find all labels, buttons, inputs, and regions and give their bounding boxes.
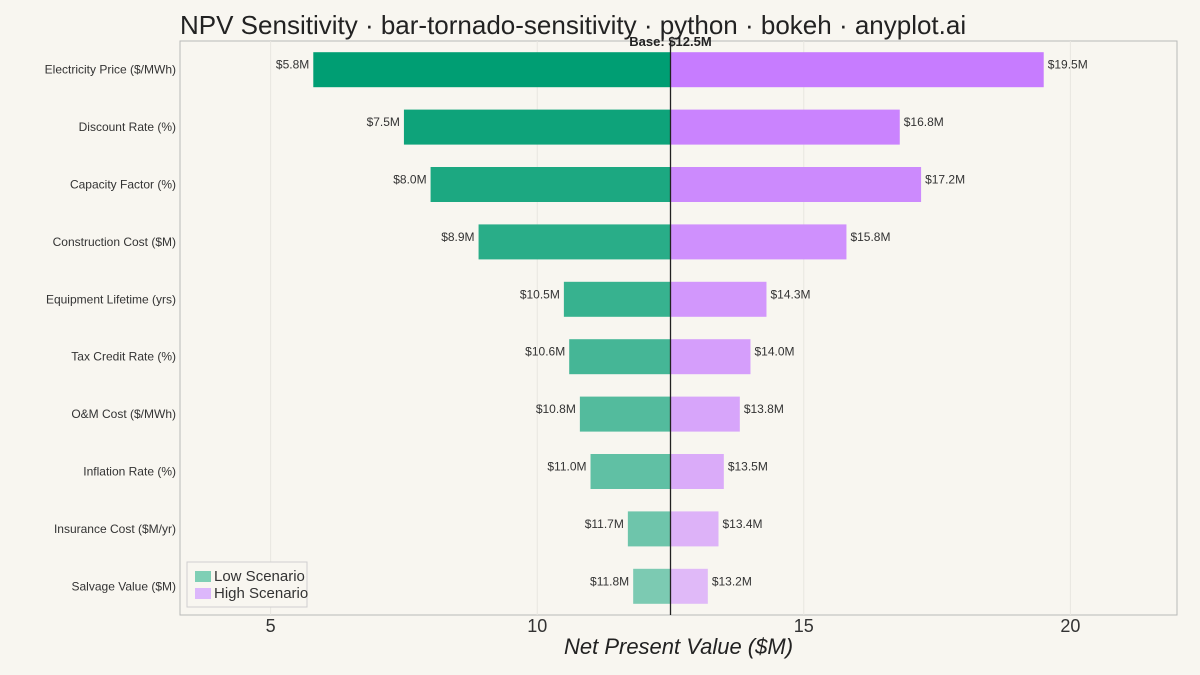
legend-swatch-high [195, 588, 211, 599]
chart-title: NPV Sensitivity · bar-tornado-sensitivit… [180, 10, 967, 40]
high-bar [670, 568, 708, 604]
high-value-label: $15.8M [850, 230, 890, 244]
low-bar [627, 511, 671, 547]
bars [313, 41, 1044, 615]
low-value-label: $8.0M [393, 173, 426, 187]
low-value-label: $11.8M [590, 574, 629, 588]
low-bar [430, 167, 671, 202]
category-label: Salvage Value ($M) [72, 579, 177, 593]
legend: Low Scenario High Scenario [186, 561, 308, 608]
x-axis: 5 10 15 20 Net Present Value ($M) [266, 616, 1081, 659]
legend-label-high: High Scenario [214, 585, 308, 602]
high-value-label: $13.4M [722, 517, 762, 531]
category-label: Inflation Rate (%) [83, 465, 176, 479]
low-value-label: $7.5M [367, 115, 400, 129]
category-label: Capacity Factor (%) [70, 178, 176, 192]
low-bar [579, 396, 671, 432]
low-value-label: $8.9M [441, 230, 474, 244]
low-value-label: $10.5M [520, 287, 560, 301]
low-value-label: $10.8M [536, 402, 576, 416]
high-value-label: $13.2M [712, 574, 752, 588]
low-value-label: $11.0M [547, 460, 586, 474]
category-label: O&M Cost ($/MWh) [71, 407, 176, 421]
high-bar [670, 281, 767, 317]
x-tick-label: 20 [1060, 616, 1080, 636]
high-value-label: $17.2M [925, 173, 965, 187]
legend-label-low: Low Scenario [214, 568, 305, 585]
high-value-label: $14.3M [770, 287, 810, 301]
low-value-label: $10.6M [525, 345, 565, 359]
high-bar [670, 167, 922, 202]
low-bar [633, 568, 671, 604]
legend-swatch-low [195, 571, 211, 582]
low-bar [590, 454, 671, 489]
high-bar [670, 224, 847, 260]
x-tick-label: 15 [794, 616, 814, 636]
category-label: Tax Credit Rate (%) [71, 350, 176, 364]
x-axis-title: Net Present Value ($M) [564, 634, 793, 659]
high-bar [670, 339, 751, 375]
low-value-label: $5.8M [276, 58, 309, 72]
category-label: Discount Rate (%) [79, 120, 176, 134]
high-bar [670, 511, 719, 547]
x-tick-label: 10 [527, 616, 547, 636]
low-bar [313, 52, 671, 88]
high-value-label: $14.0M [754, 345, 794, 359]
high-value-label: $19.5M [1048, 58, 1088, 72]
high-bar [670, 109, 900, 145]
high-value-label: $16.8M [904, 115, 944, 129]
base-label: Base: $12.5M [629, 34, 711, 49]
x-tick-label: 5 [266, 616, 276, 636]
low-bar [563, 281, 671, 317]
low-bar [569, 339, 671, 375]
low-value-label: $11.7M [585, 517, 624, 531]
category-label: Electricity Price ($/MWh) [45, 63, 176, 77]
low-bar [478, 224, 671, 260]
high-bar [670, 396, 740, 432]
plot-frame [179, 40, 1178, 616]
high-value-label: $13.8M [744, 402, 784, 416]
low-bar [403, 109, 671, 145]
labels: Electricity Price ($/MWh) $5.8M $19.5M Disc… [45, 34, 1088, 593]
high-bar [670, 52, 1044, 88]
high-value-label: $13.5M [728, 460, 768, 474]
high-bar [670, 454, 724, 489]
category-label: Construction Cost ($M) [53, 235, 176, 249]
category-label: Equipment Lifetime (yrs) [46, 292, 176, 306]
legend-box [186, 561, 308, 608]
category-label: Insurance Cost ($M/yr) [54, 522, 176, 536]
